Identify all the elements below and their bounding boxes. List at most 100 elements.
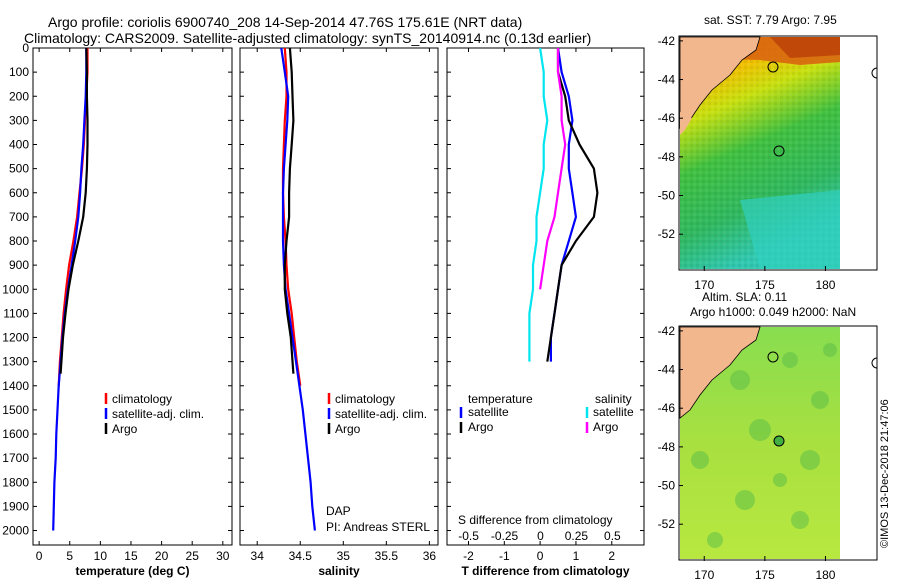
map-y-tick-label: -42 bbox=[658, 34, 676, 48]
series-line-s-satellite bbox=[528, 47, 549, 362]
y-tick-label: 1100 bbox=[3, 306, 29, 320]
temperature-legend: climatology satellite-adj. clim. Argo bbox=[104, 392, 204, 436]
y-tick-label: 1900 bbox=[2, 499, 29, 513]
x-axis-label: T difference from climatology bbox=[461, 564, 629, 578]
x-tick-label: -1 bbox=[499, 549, 510, 563]
s-tick-label: 0.25 bbox=[565, 529, 589, 543]
map-y-tick-label: -52 bbox=[658, 227, 676, 241]
y-tick-label: 400 bbox=[9, 138, 29, 152]
map-y-tick-label: -50 bbox=[658, 189, 676, 203]
map-x-tick-label: 175 bbox=[755, 568, 775, 580]
sla-map-axes: 170 175 180 -42 -44 -46 -48 -50 -52 bbox=[658, 324, 836, 580]
series-line-argo bbox=[283, 47, 295, 374]
difference-panel: -2 -1 0 1 2 -0.5 -0.25 0 0.25 0.5 T difference fro… bbox=[446, 47, 645, 578]
map-y-tick-label: -44 bbox=[658, 73, 676, 87]
y-tick-label: 300 bbox=[9, 113, 29, 127]
x-tick-label: 5 bbox=[66, 549, 73, 563]
y-tick-label: 600 bbox=[9, 186, 29, 200]
credit-dap: DAP bbox=[326, 504, 351, 518]
x-tick-label: -2 bbox=[463, 549, 474, 563]
map-y-tick-label: -46 bbox=[658, 401, 676, 415]
map-y-tick-label: -50 bbox=[658, 479, 676, 493]
map-x-tick-label: 175 bbox=[755, 278, 775, 292]
x-tick-label: 35.5 bbox=[375, 549, 399, 563]
legend-climatology: climatology bbox=[335, 392, 395, 406]
series-line-satellite-adj.-clim. bbox=[52, 48, 88, 531]
x-tick-label: 15 bbox=[124, 549, 138, 563]
y-tick-label: 1500 bbox=[2, 403, 29, 417]
plot-frame bbox=[32, 47, 233, 546]
header-line-2: Climatology: CARS2009. Satellite-adjuste… bbox=[24, 30, 591, 46]
legend-argo: Argo bbox=[112, 422, 138, 436]
y-tick-label: 500 bbox=[9, 162, 29, 176]
legend-t-satellite: satellite bbox=[468, 405, 509, 419]
y-tick-label: 1700 bbox=[2, 451, 29, 465]
y-tick-label: 1300 bbox=[2, 355, 29, 369]
map-y-tick-label: -52 bbox=[658, 517, 676, 531]
x-tick-label: 36 bbox=[423, 549, 437, 563]
sla-map: Altim. SLA: 0.11 Argo h1000: 0.049 h2000… bbox=[658, 290, 878, 580]
legend-s-satellite: satellite bbox=[593, 405, 634, 419]
y-tick-label: 1400 bbox=[2, 379, 29, 393]
series-line-t-argo bbox=[546, 48, 599, 362]
map-y-tick-label: -46 bbox=[658, 111, 676, 125]
series-line-argo bbox=[59, 47, 89, 374]
salinity-panel: 34 34.5 35 35.5 36 salinity bbox=[239, 47, 439, 578]
x-axis-label: salinity bbox=[318, 564, 360, 578]
x-tick-label: 20 bbox=[155, 549, 169, 563]
sst-map-title: sat. SST: 7.79 Argo: 7.95 bbox=[704, 13, 837, 27]
salinity-legend: climatology satellite-adj. clim. Argo DA… bbox=[326, 392, 430, 534]
x-tick-label: 25 bbox=[186, 549, 200, 563]
s-tick-label: -0.5 bbox=[458, 529, 479, 543]
map-x-tick-label: 180 bbox=[815, 568, 835, 580]
map-y-tick-label: -42 bbox=[658, 324, 676, 338]
y-tick-label: 900 bbox=[9, 258, 29, 272]
sst-map: sat. SST: 7.79 Argo: 7.95 170 175 180 -42 -4… bbox=[658, 13, 878, 292]
x-tick-label: 34.5 bbox=[289, 549, 313, 563]
y-tick-label: 200 bbox=[9, 89, 29, 103]
y-tick-label: 1000 bbox=[2, 282, 29, 296]
map-y-tick-label: -48 bbox=[658, 150, 676, 164]
s-tick-label: -0.25 bbox=[491, 529, 519, 543]
y-tick-label: 700 bbox=[9, 210, 29, 224]
x-tick-label: 35 bbox=[337, 549, 351, 563]
x-tick-label: 0 bbox=[36, 549, 43, 563]
sst-map-axes: 170 175 180 -42 -44 -46 -48 -50 -52 bbox=[658, 34, 836, 292]
header-line-1: Argo profile: coriolis 6900740_208 14-Se… bbox=[48, 14, 522, 30]
y-tick-label: 800 bbox=[9, 234, 29, 248]
x-tick-label: 1 bbox=[573, 549, 580, 563]
plot-frame bbox=[239, 47, 439, 546]
y-tick-label: 100 bbox=[9, 65, 29, 79]
legend-s-argo: Argo bbox=[593, 420, 619, 434]
series-line-satellite-adj.-clim. bbox=[280, 47, 316, 531]
y-tick-label: 0 bbox=[22, 41, 29, 55]
x-tick-label: 0 bbox=[537, 549, 544, 563]
x-axis-label: temperature (deg C) bbox=[75, 564, 189, 578]
legend-salinity-title: salinity bbox=[595, 392, 632, 406]
map-y-tick-label: -44 bbox=[658, 363, 676, 377]
y-tick-label: 2000 bbox=[2, 524, 29, 538]
legend-temperature-title: temperature bbox=[468, 392, 533, 406]
difference-legend: temperature satellite Argo salinity sate… bbox=[458, 392, 634, 527]
legend-satellite: satellite-adj. clim. bbox=[112, 407, 204, 421]
timestamp: ©IMOS 13-Dec-2018 21:47:06 bbox=[879, 399, 891, 548]
legend-argo: Argo bbox=[335, 422, 361, 436]
y-tick-label: 1800 bbox=[2, 475, 29, 489]
x-tick-label: 10 bbox=[94, 549, 108, 563]
x-tick-label: 34 bbox=[251, 549, 265, 563]
credit-pi: PI: Andreas STERL bbox=[326, 520, 430, 534]
s-tick-label: 0.5 bbox=[604, 529, 621, 543]
map-x-tick-label: 170 bbox=[694, 278, 714, 292]
sla-title-1: Altim. SLA: 0.11 bbox=[702, 290, 787, 304]
sla-title-2: Argo h1000: 0.049 h2000: NaN bbox=[690, 305, 856, 319]
x-tick-label: 2 bbox=[608, 549, 615, 563]
s-difference-label: S difference from climatology bbox=[458, 513, 613, 527]
map-x-tick-label: 180 bbox=[815, 278, 835, 292]
legend-t-argo: Argo bbox=[468, 420, 494, 434]
legend-satellite: satellite-adj. clim. bbox=[335, 407, 427, 421]
map-y-tick-label: -48 bbox=[658, 440, 676, 454]
series-line-s-argo bbox=[539, 48, 567, 290]
plot-frame bbox=[446, 47, 645, 546]
map-x-tick-label: 170 bbox=[694, 568, 714, 580]
